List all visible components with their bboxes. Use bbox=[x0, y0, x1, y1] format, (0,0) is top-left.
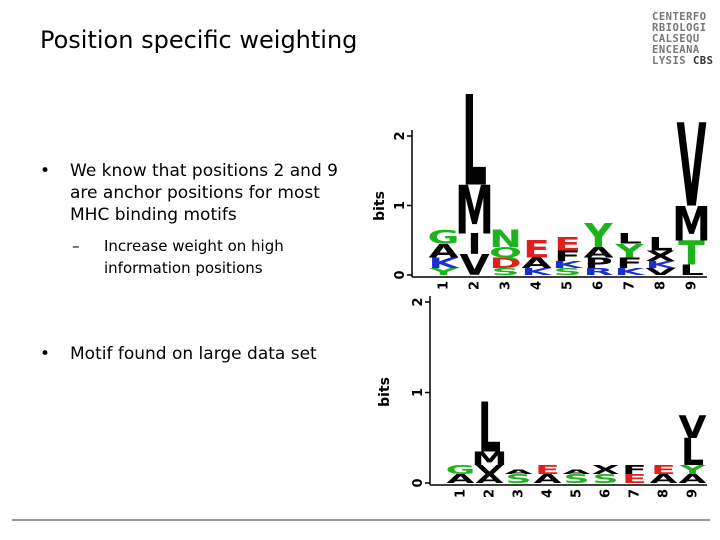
logo-letter: L bbox=[478, 388, 501, 468]
x-tick-label: 1 bbox=[454, 489, 469, 498]
x-tick-label: 4 bbox=[541, 489, 556, 498]
logo-letter: M bbox=[472, 447, 508, 469]
logo-letter: S bbox=[506, 472, 532, 486]
logo-letter: N bbox=[489, 225, 522, 253]
logo-letter: Y bbox=[614, 241, 644, 263]
footer-rule bbox=[12, 519, 710, 521]
brand-line: ENCEANA bbox=[652, 44, 700, 56]
x-tick-label: 4 bbox=[530, 281, 545, 290]
x-tick-label: 6 bbox=[592, 281, 607, 290]
brand-line: CENTERFO bbox=[652, 11, 707, 23]
logo-letter: V bbox=[645, 266, 675, 277]
logo-letter: A bbox=[534, 472, 562, 486]
logo-letter: A bbox=[650, 472, 678, 486]
x-tick-label: 5 bbox=[561, 281, 576, 290]
x-tick-label: 9 bbox=[685, 281, 700, 290]
logo-letter: L bbox=[648, 234, 673, 256]
brand-line: CALSEQU bbox=[652, 33, 700, 45]
x-tick-label: 3 bbox=[499, 281, 514, 290]
x-tick-label: 3 bbox=[512, 489, 527, 498]
logo-letter: A bbox=[563, 468, 591, 475]
logo-letter: Y bbox=[583, 216, 613, 256]
logo-letter: A bbox=[521, 255, 552, 272]
logo-letter: A bbox=[505, 468, 533, 475]
y-tick-label: 1 bbox=[393, 201, 408, 210]
logo-letter: T bbox=[678, 233, 705, 273]
logo-letter: V bbox=[679, 409, 707, 445]
logo-letter: K bbox=[521, 266, 553, 277]
slide-title: Position specific weighting bbox=[40, 26, 358, 54]
logo-letter: V bbox=[676, 101, 706, 234]
logo-letter: G bbox=[428, 227, 460, 249]
y-axis-label: bits bbox=[372, 191, 388, 221]
brand-mark: CBS bbox=[692, 55, 714, 67]
logo-letter: F bbox=[554, 248, 581, 265]
brand-line: RBIOLOGI bbox=[652, 22, 707, 34]
bullet: We know that positions 2 and 9 are ancho… bbox=[40, 160, 360, 226]
brand-line: LYSIS CBS bbox=[652, 56, 713, 67]
logo-letter: Y bbox=[428, 266, 458, 277]
logo-letter: R bbox=[584, 266, 614, 277]
logo-letter: X bbox=[592, 463, 620, 477]
logo-letter: A bbox=[428, 241, 458, 263]
logo-letter: L bbox=[617, 231, 642, 248]
logo-letter: L bbox=[462, 70, 487, 214]
logo-letter: S bbox=[491, 266, 519, 277]
logo-letter: Y bbox=[678, 463, 706, 477]
logo-letter: K bbox=[614, 266, 646, 277]
x-tick-label: 2 bbox=[483, 489, 498, 498]
bullet: Motif found on large data set bbox=[40, 343, 360, 365]
y-tick-label: 0 bbox=[411, 478, 426, 487]
y-tick-label: 2 bbox=[393, 131, 408, 140]
x-tick-label: 8 bbox=[654, 281, 669, 290]
x-tick-label: 5 bbox=[570, 489, 585, 498]
logo-letter: A bbox=[476, 472, 504, 486]
bullet: Increase weight on high information posi… bbox=[72, 235, 344, 279]
logo-letter: K bbox=[645, 259, 677, 270]
logo-letter: E bbox=[535, 463, 560, 477]
y-tick-label: 0 bbox=[393, 270, 408, 279]
logo-letter: S bbox=[553, 266, 581, 277]
logo-letter: A bbox=[447, 472, 475, 486]
x-tick-label: 1 bbox=[437, 281, 452, 290]
logo-letter: F bbox=[622, 463, 647, 477]
logo-letter: F bbox=[616, 255, 643, 272]
logo-letter: K bbox=[552, 259, 584, 270]
logo-letter: M bbox=[455, 171, 494, 249]
logo-letter: S bbox=[593, 472, 619, 486]
logo-letter: A bbox=[679, 472, 707, 486]
logo-letter: Q bbox=[489, 244, 522, 261]
logo-letter: S bbox=[564, 472, 590, 486]
logo-letter: L bbox=[681, 430, 704, 474]
brand-line: LYSIS bbox=[652, 55, 687, 67]
logo-letter: V bbox=[476, 463, 504, 477]
x-tick-label: 7 bbox=[628, 489, 643, 498]
logo-letter: M bbox=[672, 198, 711, 253]
x-tick-label: 2 bbox=[468, 281, 483, 290]
logo-letter: L bbox=[679, 262, 704, 279]
logo-letter: K bbox=[428, 255, 460, 272]
x-tick-label: 7 bbox=[623, 281, 638, 290]
logo-letter: G bbox=[446, 463, 476, 477]
logo-letter: I bbox=[467, 228, 481, 261]
x-tick-label: 9 bbox=[686, 489, 701, 498]
logo-letter: E bbox=[554, 234, 581, 256]
brand-logo: CENTERFO RBIOLOGI CALSEQU ENCEANA LYSIS … bbox=[652, 12, 713, 67]
x-tick-label: 8 bbox=[657, 489, 672, 498]
y-tick-label: 1 bbox=[411, 388, 426, 397]
logo-letter: P bbox=[584, 255, 613, 272]
x-tick-label: 6 bbox=[599, 489, 614, 498]
logo-letter: E bbox=[523, 235, 550, 263]
logo-letter: E bbox=[622, 472, 647, 486]
logo-letter: E bbox=[651, 463, 676, 477]
logo-letter: A bbox=[583, 244, 614, 261]
logo-letter: X bbox=[646, 248, 676, 265]
logo-letter: D bbox=[489, 255, 521, 272]
y-axis-label: bits bbox=[377, 377, 393, 407]
logo-letter: V bbox=[459, 249, 490, 282]
y-tick-label: 2 bbox=[411, 297, 426, 306]
